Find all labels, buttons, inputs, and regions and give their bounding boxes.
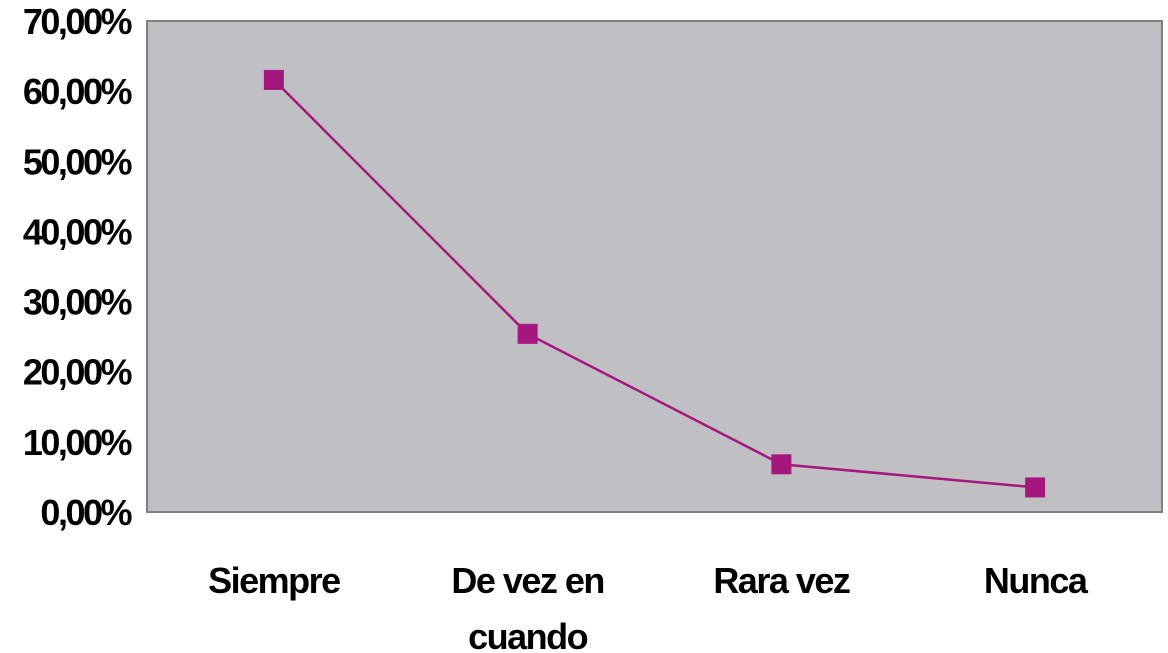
y-tick-label: 30,00% [23, 282, 133, 323]
y-tick-label: 20,00% [23, 352, 133, 393]
x-tick-label-line: Siempre [208, 560, 340, 601]
y-tick-label: 60,00% [23, 71, 133, 112]
series-line [273, 79, 1036, 489]
x-tick-label: Siempre [208, 560, 340, 601]
x-tick-label: Nunca [984, 560, 1089, 601]
plot-area [146, 20, 1163, 513]
data-point-marker [1025, 477, 1046, 498]
y-axis-tick-labels: 0,00% 10,00% 20,00% 30,00% 40,00% 50,00% 60,00… [23, 1, 135, 533]
data-point-marker [517, 323, 538, 344]
x-tick-label: De vez en cuando [451, 560, 604, 653]
x-axis-tick-labels: Siempre De vez en cuando Rara vez Nunca [208, 560, 1090, 653]
y-tick-label: 70,00% [23, 1, 133, 42]
y-tick-label: 40,00% [23, 211, 133, 252]
series-layer [263, 69, 1046, 498]
y-tick-label: 10,00% [23, 422, 133, 463]
x-tick-label-line: De vez en [451, 560, 604, 601]
x-tick-label: Rara vez [713, 560, 850, 601]
data-point-marker [771, 454, 792, 475]
y-tick-label: 50,00% [23, 141, 133, 182]
y-tick-label: 0,00% [40, 492, 132, 533]
x-tick-label-line: cuando [468, 616, 588, 653]
x-tick-label-line: Rara vez [713, 560, 850, 601]
data-point-marker [263, 69, 284, 90]
x-tick-label-line: Nunca [984, 560, 1089, 601]
